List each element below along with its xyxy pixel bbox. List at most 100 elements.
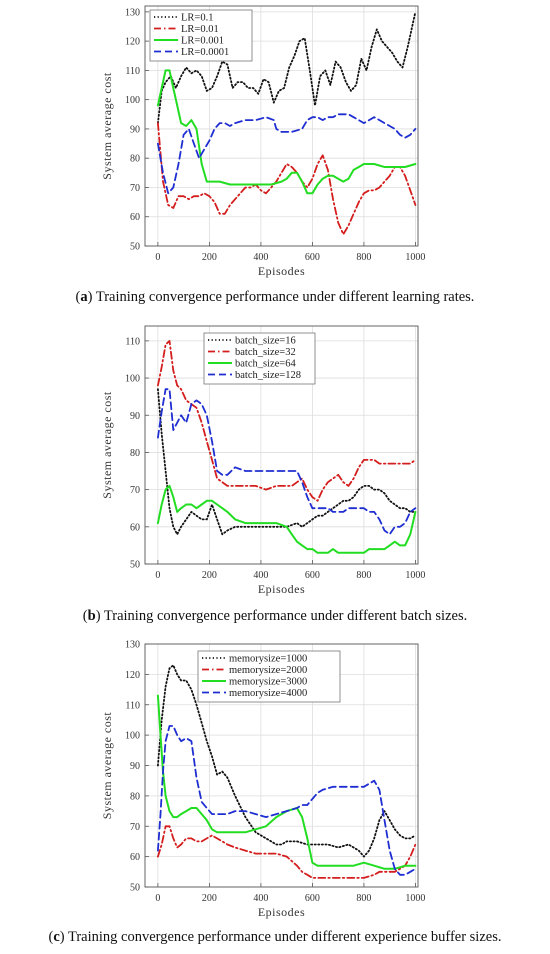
series-line-1 bbox=[156, 388, 417, 536]
x-tick-label: 1000 bbox=[405, 252, 425, 263]
x-tick-label: 200 bbox=[202, 570, 217, 581]
series-line-3 bbox=[156, 694, 417, 870]
y-tick-label: 130 bbox=[125, 7, 140, 18]
x-tick-label: 600 bbox=[305, 570, 320, 581]
x-tick-label: 400 bbox=[253, 893, 268, 904]
series-line-2 bbox=[156, 339, 417, 502]
y-tick-label: 90 bbox=[130, 124, 140, 135]
x-tick-label: 800 bbox=[356, 570, 371, 581]
series-group bbox=[156, 339, 417, 554]
series-line-2 bbox=[156, 122, 417, 236]
x-tick-label: 800 bbox=[356, 252, 371, 263]
chart-b: 0 200 400 600 800 1000 50 60 70 80 90 100 110 Episode… bbox=[100, 325, 425, 596]
grid bbox=[145, 326, 418, 565]
y-tick-label: 60 bbox=[130, 522, 140, 533]
series-line-4 bbox=[156, 725, 417, 876]
y-tick-label: 100 bbox=[125, 731, 140, 742]
y-tick-label: 130 bbox=[125, 640, 140, 651]
caption-c-text: Training convergence performance under d… bbox=[68, 929, 502, 945]
y-tick-label: 110 bbox=[125, 700, 140, 711]
caption-a-text: Training convergence performance under d… bbox=[95, 289, 475, 305]
series-line-4 bbox=[156, 388, 417, 536]
legend-label: batch_size=16 bbox=[235, 336, 296, 347]
y-tick-label: 110 bbox=[125, 336, 140, 347]
legend-label: memorysize=4000 bbox=[229, 688, 307, 699]
chart-panel-c: 0 200 400 600 800 1000 50 60 70 80 90 100 110 120 130 E… bbox=[0, 630, 550, 925]
caption-b-text: Training convergence performance under d… bbox=[103, 608, 468, 624]
x-tick-label: 200 bbox=[202, 252, 217, 263]
y-tick-label: 80 bbox=[130, 448, 140, 459]
series-line-1 bbox=[156, 10, 417, 124]
y-tick-label: 60 bbox=[130, 212, 140, 223]
y-tick-label: 100 bbox=[125, 95, 140, 106]
chart-a: 0 200 400 600 800 1000 50 60 70 80 90 100 110 120 130 E… bbox=[100, 5, 425, 278]
y-tick-label: 120 bbox=[125, 670, 140, 681]
y-axis-title: System average cost bbox=[100, 72, 114, 180]
legend-label: memorysize=2000 bbox=[229, 665, 307, 676]
y-tick-label: 90 bbox=[130, 761, 140, 772]
x-axis-title: Episodes bbox=[258, 905, 305, 919]
y-tick-label: 70 bbox=[130, 485, 140, 496]
chart-panel-a: 0 200 400 600 800 1000 50 60 70 80 90 100 110 120 130 E… bbox=[0, 0, 550, 285]
plot-frame bbox=[144, 325, 419, 565]
x-axis-title: Episodes bbox=[258, 264, 305, 278]
x-tick-label: 600 bbox=[305, 893, 320, 904]
caption-b-label: b bbox=[87, 608, 96, 624]
caption-b: (b) Training convergence performance und… bbox=[82, 608, 468, 624]
y-tick-label: 50 bbox=[130, 883, 140, 894]
grid bbox=[145, 643, 418, 888]
caption-a: (a) Training convergence performance und… bbox=[75, 289, 475, 305]
y-tick-label: 120 bbox=[125, 37, 140, 48]
y-tick-label: 70 bbox=[130, 822, 140, 833]
y-tick-label: 100 bbox=[125, 374, 140, 385]
x-tick-label: 1000 bbox=[405, 570, 425, 581]
x-tick-label: 0 bbox=[155, 893, 160, 904]
caption-c: (c) Training convergence performance und… bbox=[48, 929, 502, 945]
x-tick-label: 400 bbox=[253, 252, 268, 263]
y-axis-title: System average cost bbox=[100, 391, 114, 499]
grid bbox=[145, 6, 418, 247]
y-tick-label: 50 bbox=[130, 242, 140, 253]
y-tick-label: 80 bbox=[130, 791, 140, 802]
series-group bbox=[156, 10, 417, 236]
chart-c: 0 200 400 600 800 1000 50 60 70 80 90 100 110 120 130 E… bbox=[100, 640, 425, 920]
y-tick-label: 90 bbox=[130, 411, 140, 422]
x-tick-label: 0 bbox=[155, 570, 160, 581]
legend-box bbox=[203, 332, 316, 385]
legend: batch_size=16batch_size=32batch_size=64b… bbox=[203, 332, 316, 385]
legend-label: LR=0.1 bbox=[181, 13, 213, 24]
x-tick-label: 200 bbox=[202, 893, 217, 904]
y-axis-title: System average cost bbox=[100, 712, 114, 820]
x-axis-title: Episodes bbox=[258, 582, 305, 596]
caption-c-label: c bbox=[53, 929, 60, 945]
legend-box bbox=[197, 650, 341, 703]
series-group bbox=[156, 664, 417, 879]
series-line-3 bbox=[156, 484, 417, 554]
y-tick-label: 60 bbox=[130, 852, 140, 863]
legend: memorysize=1000memorysize=2000memorysize… bbox=[197, 650, 341, 703]
series-line-1 bbox=[156, 664, 417, 858]
y-tick-label: 110 bbox=[125, 66, 140, 77]
x-tick-label: 400 bbox=[253, 570, 268, 581]
y-tick-label: 70 bbox=[130, 183, 140, 194]
legend-label: memorysize=1000 bbox=[229, 654, 307, 665]
legend-box bbox=[149, 9, 253, 62]
legend-label: batch_size=64 bbox=[235, 359, 296, 370]
x-tick-label: 1000 bbox=[405, 893, 425, 904]
x-tick-label: 600 bbox=[305, 252, 320, 263]
y-tick-label: 50 bbox=[130, 560, 140, 571]
legend-label: batch_size=32 bbox=[235, 347, 296, 358]
legend-label: batch_size=128 bbox=[235, 370, 301, 381]
x-tick-label: 0 bbox=[155, 252, 160, 263]
legend-label: memorysize=3000 bbox=[229, 677, 307, 688]
caption-a-label: a bbox=[80, 289, 88, 305]
chart-panel-b: 0 200 400 600 800 1000 50 60 70 80 90 100 110 Episode… bbox=[0, 318, 550, 603]
legend-label: LR=0.0001 bbox=[181, 47, 229, 58]
plot-frame bbox=[144, 5, 419, 247]
series-line-3 bbox=[156, 69, 417, 195]
series-line-2 bbox=[156, 825, 417, 879]
legend-label: LR=0.001 bbox=[181, 36, 224, 47]
series-line-4 bbox=[156, 113, 417, 195]
y-tick-label: 80 bbox=[130, 154, 140, 165]
